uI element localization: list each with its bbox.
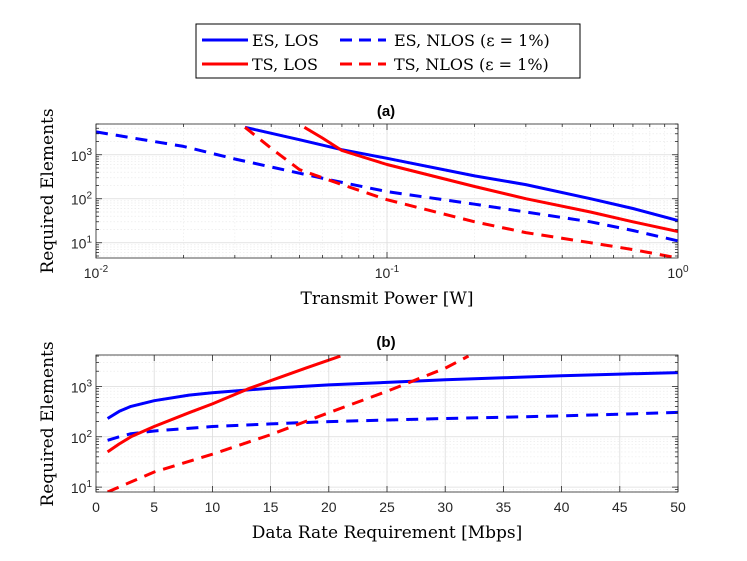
chart-b-series-ts-los: [106, 355, 341, 454]
chart-b-tick-label: 5: [150, 499, 158, 515]
chart-b-tick-label: 103: [71, 378, 93, 395]
chart-b-tick-label: 10: [205, 499, 221, 515]
chart-b-series-ts-nlos-1: [107, 355, 470, 492]
chart-a-grid: [95, 123, 679, 258]
chart-a-title: (a): [377, 103, 395, 120]
chart-b-title: (b): [376, 334, 395, 351]
chart-a-tick-label: 101: [71, 235, 93, 252]
chart-a-series-ts-los: [303, 126, 678, 233]
chart-a-tick-label: 103: [71, 147, 93, 164]
chart-b-ticks: 101 102 103 0 5 10 15 20 25 30 35 40 45 50: [71, 355, 686, 515]
legend-label-es-nlos: ES, NLOS (ε = 1%): [394, 31, 550, 50]
chart-b-xlabel: Data Rate Requirement [Mbps]: [252, 523, 523, 543]
chart-b-tick-label: 102: [71, 429, 93, 446]
legend-label-ts-nlos: TS, NLOS (ε = 1%): [394, 55, 549, 74]
chart-a-ticks: 101 102 103 10-2 10-1 100: [71, 123, 689, 281]
chart-a-tick-label: 100: [667, 264, 689, 281]
chart-a-series-ts-nlos-1: [244, 126, 678, 258]
chart-b-tick-label: 20: [321, 499, 337, 515]
chart-b-tick-label: 45: [612, 499, 628, 515]
legend-box: [195, 23, 581, 79]
panel-a: (a) 101 102 103 10-2 10-1 100 Transmit Power …: [38, 103, 689, 309]
chart-a-series-es-nlos-1: [96, 130, 678, 243]
legend-label-ts-los: TS, LOS: [252, 55, 318, 74]
legend: ES, LOS ES, NLOS (ε = 1%) TS, LOS TS, NL…: [195, 23, 581, 79]
chart-b-tick-label: 40: [554, 499, 570, 515]
chart-b-tick-label: 35: [496, 499, 512, 515]
chart-b-series-es-los: [106, 371, 678, 420]
chart-a-series-es-los: [244, 125, 678, 222]
chart-b-tick-label: 50: [670, 499, 686, 515]
chart-a-xlabel: Transmit Power [W]: [301, 289, 474, 309]
chart-a-tick-label: 10-2: [84, 264, 109, 281]
panel-b: (b) 101 102 103 0 5 10 15 20 25 30 35 40 45 50 Data R…: [38, 334, 686, 543]
chart-b-tick-label: 0: [92, 499, 100, 515]
chart-a-ylabel: Required Elements: [38, 108, 58, 273]
chart-b-tick-label: 101: [71, 479, 93, 496]
chart-a-series: [96, 125, 678, 258]
legend-label-es-los: ES, LOS: [252, 31, 319, 50]
chart-b-series: [106, 355, 678, 492]
chart-b-tick-label: 25: [379, 499, 395, 515]
chart-b-series-es-nlos-1: [107, 410, 678, 442]
chart-b-ylabel: Required Elements: [38, 341, 58, 506]
chart-b-tick-label: 30: [437, 499, 453, 515]
chart-b-tick-label: 15: [263, 499, 279, 515]
chart-a-tick-label: 10-1: [375, 264, 400, 281]
chart-a-tick-label: 102: [71, 191, 93, 208]
